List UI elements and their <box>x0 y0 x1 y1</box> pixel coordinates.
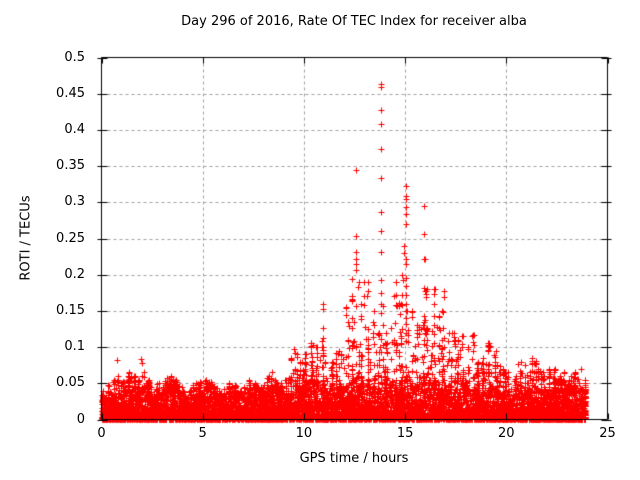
chart-title: Day 296 of 2016, Rate Of TEC Index for r… <box>181 14 527 29</box>
y-tick-label: 0.15 <box>56 302 85 318</box>
y-tick-label: 0.2 <box>64 266 85 282</box>
y-tick-label: 0 <box>76 411 85 427</box>
x-axis-title: GPS time / hours <box>299 451 409 466</box>
x-tick-label: 5 <box>198 426 207 441</box>
x-tick-label: 0 <box>97 426 106 441</box>
y-tick-label: 0.3 <box>64 194 85 210</box>
y-tick-label: 0.05 <box>56 375 85 391</box>
y-tick-label: 0.45 <box>56 85 85 101</box>
y-tick-label: 0.35 <box>56 158 85 174</box>
y-tick-label: 0.1 <box>64 339 85 355</box>
y-tick-label: 0.25 <box>56 230 85 246</box>
y-tick-label: 0.4 <box>64 121 85 137</box>
x-tick-label: 20 <box>498 426 515 441</box>
x-tick-label: 15 <box>396 426 414 441</box>
y-tick-label: 0.5 <box>64 49 85 65</box>
x-tick-label: 10 <box>295 426 313 441</box>
x-tick-label: 25 <box>599 426 616 441</box>
